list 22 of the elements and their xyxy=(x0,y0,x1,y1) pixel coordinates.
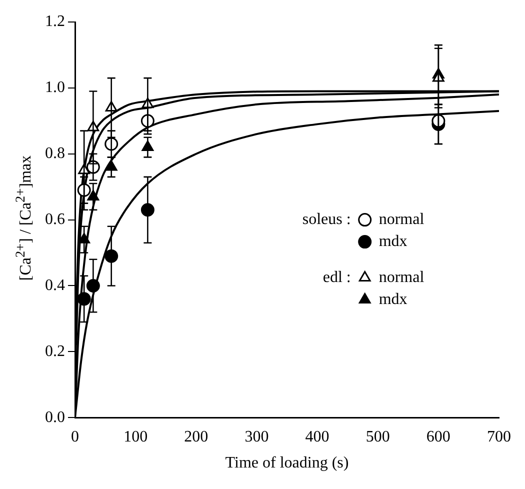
y-tick-label: 1.2 xyxy=(45,13,65,30)
x-tick-label: 700 xyxy=(487,428,511,446)
y-tick-label: 0.8 xyxy=(45,145,65,162)
x-tick-label: 0 xyxy=(71,428,79,446)
y-tick-label: 1.0 xyxy=(45,79,65,96)
y-tick-label: 0.0 xyxy=(45,408,65,426)
annotation: edl : xyxy=(322,269,351,286)
x-tick-label: 200 xyxy=(184,428,208,446)
legend-label: normal xyxy=(378,269,425,286)
x-tick-label: 600 xyxy=(426,428,450,446)
y-tick-label: 0.6 xyxy=(45,211,65,228)
legend-label: mdx xyxy=(378,291,408,308)
annotation: soleus : xyxy=(302,211,351,228)
x-tick-label: 300 xyxy=(244,428,269,446)
x-tick-label: 500 xyxy=(366,428,390,446)
y-tick-label: 0.4 xyxy=(45,276,65,294)
legend-label: mdx xyxy=(378,233,408,250)
legend-label: normal xyxy=(378,211,425,228)
x-axis-title: Time of loading (s) xyxy=(225,454,349,472)
x-tick-label: 100 xyxy=(124,428,148,446)
y-tick-label: 0.2 xyxy=(45,342,65,360)
x-tick-label: 400 xyxy=(305,428,330,446)
